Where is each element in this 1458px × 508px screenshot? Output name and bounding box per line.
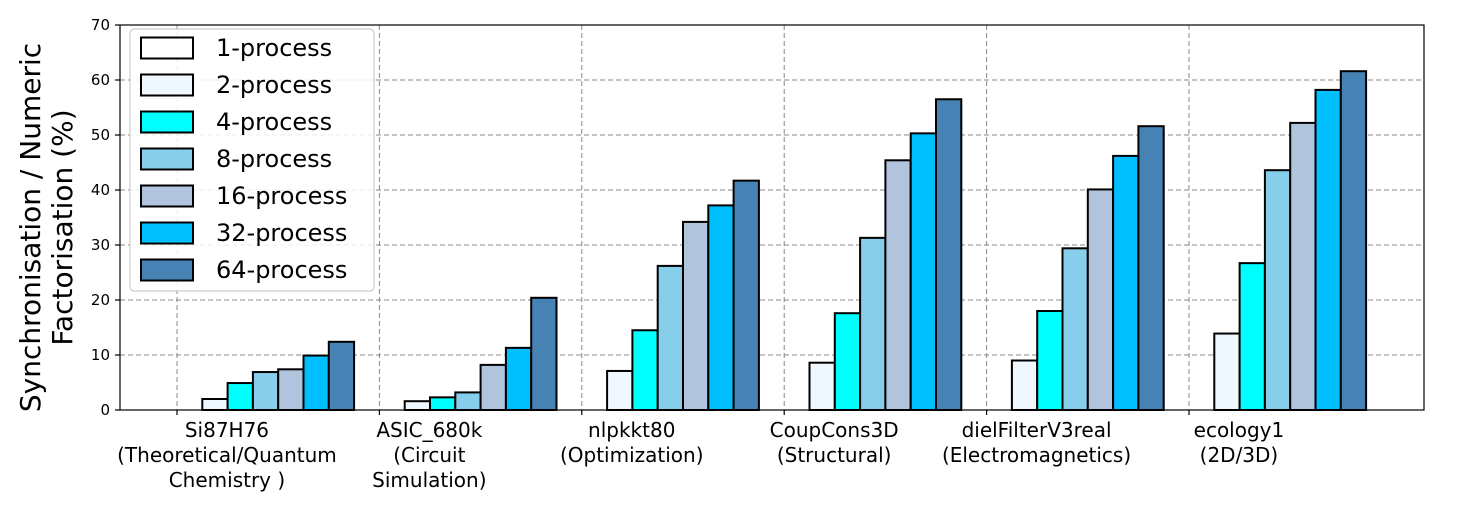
y-axis-label: Synchronisation / NumericFactorisation (… [14, 43, 79, 412]
y-tick-label: 70 [91, 16, 110, 34]
legend-label: 1-process [216, 34, 332, 62]
legend-swatch [140, 221, 194, 245]
legend-label: 32-process [216, 219, 347, 247]
bar-8-process [454, 391, 482, 411]
bar-64-process [732, 179, 760, 411]
y-tick-label: 30 [91, 236, 110, 254]
bar-32-process [302, 354, 330, 411]
bar-8-process [859, 236, 887, 411]
bar-8-process [251, 371, 280, 411]
y-tick-label: 0 [100, 401, 110, 419]
bar-2-process [606, 369, 634, 412]
bar-64-process [327, 340, 356, 411]
bar-8-process [1263, 169, 1292, 411]
bar-32-process [1314, 88, 1342, 412]
legend-label: 8-process [216, 145, 332, 173]
x-tick-label: CoupCons3D (Structural) [770, 418, 899, 467]
plot-frame [119, 24, 1425, 411]
bar-4-process [1238, 262, 1266, 411]
bar-16-process [682, 220, 710, 411]
legend-label: 16-process [216, 182, 347, 210]
bar-4-process [226, 382, 254, 411]
bar-4-process [833, 312, 862, 412]
bar-64-process [530, 296, 558, 411]
legend-label: 4-process [216, 108, 332, 136]
bar-32-process [707, 204, 735, 411]
bar-8-process [1061, 247, 1089, 411]
bar-64-process [1137, 125, 1165, 411]
bar-4-process [631, 329, 659, 411]
bar-2-process [1213, 332, 1241, 411]
x-tick-label: dielFilterV3real (Electromagnetics) [942, 418, 1131, 467]
bar-2-process [201, 398, 229, 411]
legend-swatch [140, 110, 194, 134]
legend-swatch [140, 147, 194, 171]
y-tick-label: 50 [91, 126, 110, 144]
legend-swatch [140, 258, 194, 282]
bar-2-process [1010, 359, 1039, 411]
bar-2-process [808, 361, 836, 412]
bar-16-process [1289, 121, 1317, 412]
y-tick-label: 20 [91, 291, 110, 309]
bars [201, 70, 1368, 412]
y-tick-label: 10 [91, 346, 110, 364]
bar-16-process [1086, 188, 1115, 411]
legend-swatch [140, 36, 194, 60]
legend: 1-process 2-process 4-process 8-process 16-p… [129, 28, 375, 292]
bar-64-process [935, 98, 963, 411]
y-tick-label: 60 [91, 71, 110, 89]
bar-4-process [1036, 310, 1064, 411]
bar-64-process [1339, 70, 1368, 411]
bar-16-process [277, 368, 305, 411]
bar-32-process [504, 346, 533, 412]
legend-swatch [140, 73, 194, 97]
bar-16-process [479, 363, 507, 411]
legend-label: 64-process [216, 256, 347, 284]
x-tick-label: ecology1 (2D/3D) [1194, 418, 1285, 467]
y-tick-label: 40 [91, 181, 110, 199]
x-tick-label: ASIC_680k (Circuit Simulation) [372, 418, 486, 492]
bar-2-process [403, 400, 432, 412]
bar-32-process [909, 132, 938, 411]
legend-label: 2-process [216, 71, 332, 99]
x-tick-label: nlpkkt80 (Optimization) [560, 418, 704, 467]
legend-swatch [140, 184, 194, 208]
x-axis: Si87H76 (Theoretical/Quantum Chemistry ) AS… [117, 410, 1284, 492]
bar-16-process [884, 159, 912, 411]
bar-4-process [429, 396, 457, 412]
y-axis: 0 10 20 30 40 50 60 70 [91, 16, 120, 419]
x-tick-label: Si87H76 (Theoretical/Quantum Chemistry ) [117, 418, 337, 492]
bar-32-process [1112, 154, 1140, 411]
bar-8-process [656, 264, 685, 411]
